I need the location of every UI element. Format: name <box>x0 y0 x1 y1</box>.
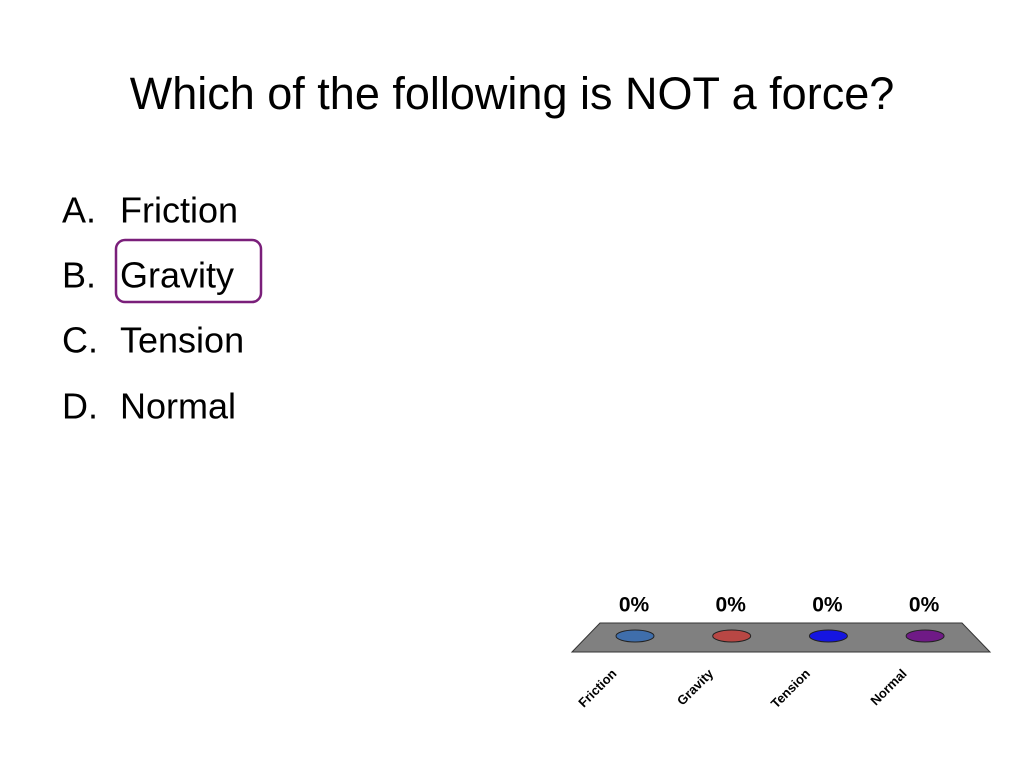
bar-top <box>615 629 655 643</box>
category-label: Normal <box>867 666 909 708</box>
value-label: 0% <box>716 594 747 617</box>
option-list: A. Friction B. Gravity C. Tension D. Nor… <box>62 190 244 427</box>
value-label: 0% <box>619 594 650 617</box>
option-letter: D. <box>62 386 98 427</box>
option-letter: C. <box>62 320 98 361</box>
bar-top <box>808 629 848 643</box>
option-letter: A. <box>62 190 96 231</box>
option-text[interactable]: Friction <box>120 190 238 231</box>
category-label: Friction <box>575 666 619 710</box>
category-label: Gravity <box>674 665 717 708</box>
slide-title: Which of the following is NOT a force? <box>130 68 895 119</box>
value-label: 0% <box>909 594 940 617</box>
option-letter: B. <box>62 255 96 296</box>
option-text[interactable]: Gravity <box>120 255 234 296</box>
bar-top <box>905 629 945 643</box>
answer-highlight <box>114 238 263 304</box>
chart-floor <box>570 622 992 653</box>
value-label: 0% <box>812 594 843 617</box>
option-text[interactable]: Normal <box>120 386 236 427</box>
category-label: Tension <box>768 666 813 711</box>
bar-top <box>712 629 752 643</box>
option-text[interactable]: Tension <box>120 320 244 361</box>
